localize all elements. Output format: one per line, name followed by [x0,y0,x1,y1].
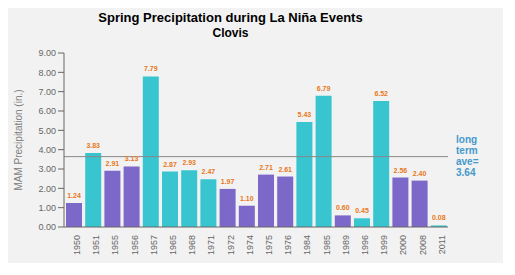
svg-text:1996: 1996 [360,235,370,255]
svg-text:1955: 1955 [110,235,120,255]
svg-text:5.00: 5.00 [38,126,56,136]
svg-text:6.52: 6.52 [374,90,388,97]
svg-text:1.24: 1.24 [67,192,81,199]
svg-text:1989: 1989 [341,235,351,255]
svg-text:1957: 1957 [149,235,159,255]
svg-text:6.00: 6.00 [38,106,56,116]
svg-text:1974: 1974 [245,235,255,255]
svg-text:0.45: 0.45 [355,207,369,214]
svg-text:2011: 2011 [437,235,447,254]
html-text:Spring Precipitation during La: Spring Precipitation during La Niña Even… [98,10,363,25]
svg-text:5.43: 5.43 [298,111,312,118]
svg-text:9.00: 9.00 [38,48,56,58]
svg-text:2.71: 2.71 [259,164,273,171]
svg-text:2.87: 2.87 [163,161,177,168]
svg-text:0.08: 0.08 [432,214,446,221]
svg-text:2.93: 2.93 [182,159,196,166]
svg-text:1975: 1975 [264,235,274,255]
svg-text:longtermave=3.64: longtermave=3.64 [456,134,479,178]
svg-text:2.91: 2.91 [106,160,120,167]
svg-text:7.79: 7.79 [144,65,158,72]
svg-text:2.00: 2.00 [38,184,56,194]
svg-text:0.60: 0.60 [336,204,350,211]
svg-text:2.40: 2.40 [413,170,427,177]
svg-text:4.00: 4.00 [38,145,56,155]
svg-text:8.00: 8.00 [38,68,56,78]
svg-text:1956: 1956 [130,235,140,255]
svg-text:0.00: 0.00 [38,222,56,232]
svg-text:2000: 2000 [398,235,408,255]
svg-text:1.00: 1.00 [38,203,56,213]
svg-text:1.10: 1.10 [240,195,254,202]
svg-text:1985: 1985 [322,235,332,255]
svg-text:3.13: 3.13 [125,155,139,162]
svg-text:1951: 1951 [91,235,101,255]
svg-text:1.97: 1.97 [221,178,235,185]
svg-text:7.00: 7.00 [38,87,56,97]
svg-text:1976: 1976 [283,235,293,255]
svg-text:2.56: 2.56 [394,167,408,174]
svg-text:MAM Precipitation (in.): MAM Precipitation (in.) [13,89,24,190]
svg-text:1971: 1971 [206,235,216,255]
svg-text:6.79: 6.79 [317,85,331,92]
svg-text:1965: 1965 [168,235,178,255]
html-text:Clovis: Clovis [212,26,249,40]
svg-text:1950: 1950 [72,235,82,255]
svg-text:3.00: 3.00 [38,164,56,174]
svg-text:1984: 1984 [302,235,312,255]
svg-text:1968: 1968 [187,235,197,255]
svg-text:2008: 2008 [418,235,428,255]
svg-text:1999: 1999 [379,235,389,255]
svg-text:2.47: 2.47 [202,168,216,175]
svg-text:1972: 1972 [226,235,236,255]
svg-text:2.61: 2.61 [278,166,292,173]
svg-text:3.83: 3.83 [86,142,100,149]
